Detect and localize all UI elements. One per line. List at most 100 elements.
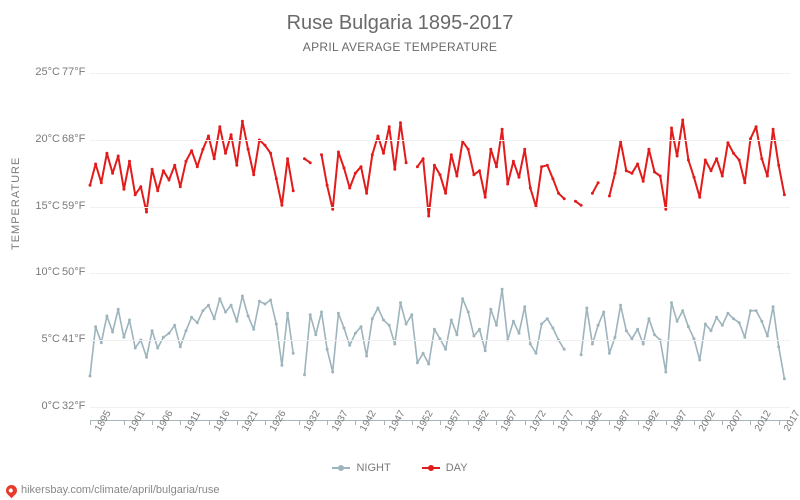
legend-label-day: DAY bbox=[446, 462, 468, 474]
series-marker bbox=[676, 155, 679, 158]
series-marker bbox=[670, 127, 673, 130]
series-marker bbox=[710, 169, 713, 172]
legend-swatch-night bbox=[332, 467, 350, 469]
series-marker bbox=[252, 328, 255, 331]
series-marker bbox=[642, 343, 645, 346]
series-marker bbox=[235, 320, 238, 323]
series-marker bbox=[777, 345, 780, 348]
series-marker bbox=[546, 164, 549, 167]
series-line bbox=[90, 296, 293, 376]
series-marker bbox=[365, 192, 368, 195]
series-marker bbox=[563, 348, 566, 351]
series-marker bbox=[518, 332, 521, 335]
series-marker bbox=[303, 373, 306, 376]
series-marker bbox=[156, 347, 159, 350]
temperature-chart: Ruse Bulgaria 1895-2017 APRIL AVERAGE TE… bbox=[0, 0, 800, 500]
series-marker bbox=[529, 187, 532, 190]
series-marker bbox=[433, 164, 436, 167]
gridline bbox=[90, 273, 790, 274]
series-marker bbox=[772, 305, 775, 308]
series-marker bbox=[444, 192, 447, 195]
series-marker bbox=[348, 344, 351, 347]
series-marker bbox=[405, 323, 408, 326]
series-marker bbox=[354, 332, 357, 335]
series-line bbox=[322, 123, 407, 210]
series-line bbox=[417, 129, 564, 216]
series-marker bbox=[614, 336, 617, 339]
series-marker bbox=[269, 299, 272, 302]
series-marker bbox=[743, 181, 746, 184]
series-marker bbox=[326, 348, 329, 351]
plot-area: 0°C32°F5°C41°F10°C50°F15°C59°F20°C68°F25… bbox=[90, 60, 790, 420]
series-marker bbox=[111, 172, 114, 175]
series-marker bbox=[230, 133, 233, 136]
series-marker bbox=[551, 177, 554, 180]
series-marker bbox=[783, 377, 786, 380]
series-marker bbox=[416, 361, 419, 364]
y-tick-fahrenheit: 41°F bbox=[62, 333, 88, 345]
series-marker bbox=[117, 155, 120, 158]
series-marker bbox=[162, 169, 165, 172]
series-marker bbox=[190, 316, 193, 319]
series-marker bbox=[585, 307, 588, 310]
series-marker bbox=[275, 177, 278, 180]
series-marker bbox=[94, 163, 97, 166]
series-marker bbox=[258, 300, 261, 303]
series-marker bbox=[247, 315, 250, 318]
series-marker bbox=[523, 305, 526, 308]
series-marker bbox=[659, 175, 662, 178]
series-marker bbox=[444, 348, 447, 351]
series-marker bbox=[777, 164, 780, 167]
series-marker bbox=[224, 311, 227, 314]
series-marker bbox=[179, 345, 182, 348]
series-marker bbox=[630, 172, 633, 175]
series-marker bbox=[551, 327, 554, 330]
y-tick-celsius: 25°C bbox=[28, 66, 60, 78]
map-pin-icon bbox=[4, 482, 20, 498]
series-marker bbox=[608, 352, 611, 355]
series-marker bbox=[162, 336, 165, 339]
series-marker bbox=[704, 159, 707, 162]
series-marker bbox=[540, 323, 543, 326]
series-marker bbox=[512, 320, 515, 323]
series-line bbox=[592, 183, 598, 194]
series-marker bbox=[670, 301, 673, 304]
series-marker bbox=[540, 165, 543, 168]
series-marker bbox=[280, 364, 283, 367]
series-marker bbox=[241, 295, 244, 298]
series-marker bbox=[382, 152, 385, 155]
series-marker bbox=[726, 141, 729, 144]
series-marker bbox=[563, 197, 566, 200]
series-marker bbox=[455, 175, 458, 178]
series-marker bbox=[715, 157, 718, 160]
series-marker bbox=[376, 307, 379, 310]
legend-item-day: DAY bbox=[422, 462, 468, 474]
series-marker bbox=[303, 157, 306, 160]
series-marker bbox=[360, 325, 363, 328]
series-marker bbox=[495, 165, 498, 168]
legend-swatch-day bbox=[422, 467, 440, 469]
series-marker bbox=[681, 119, 684, 122]
legend-label-night: NIGHT bbox=[356, 462, 390, 474]
series-marker bbox=[247, 148, 250, 151]
series-marker bbox=[218, 125, 221, 128]
series-marker bbox=[732, 152, 735, 155]
series-marker bbox=[422, 352, 425, 355]
series-marker bbox=[478, 328, 481, 331]
series-marker bbox=[625, 329, 628, 332]
series-marker bbox=[185, 329, 188, 332]
series-marker bbox=[275, 323, 278, 326]
series-marker bbox=[557, 192, 560, 195]
series-marker bbox=[105, 315, 108, 318]
series-marker bbox=[726, 312, 729, 315]
gridline bbox=[90, 340, 790, 341]
series-marker bbox=[388, 125, 391, 128]
series-marker bbox=[518, 176, 521, 179]
y-tick-fahrenheit: 68°F bbox=[62, 133, 88, 145]
y-tick-celsius: 5°C bbox=[28, 333, 60, 345]
series-marker bbox=[354, 172, 357, 175]
series-marker bbox=[218, 297, 221, 300]
series-line bbox=[305, 289, 565, 374]
series-marker bbox=[320, 153, 323, 156]
series-marker bbox=[472, 335, 475, 338]
